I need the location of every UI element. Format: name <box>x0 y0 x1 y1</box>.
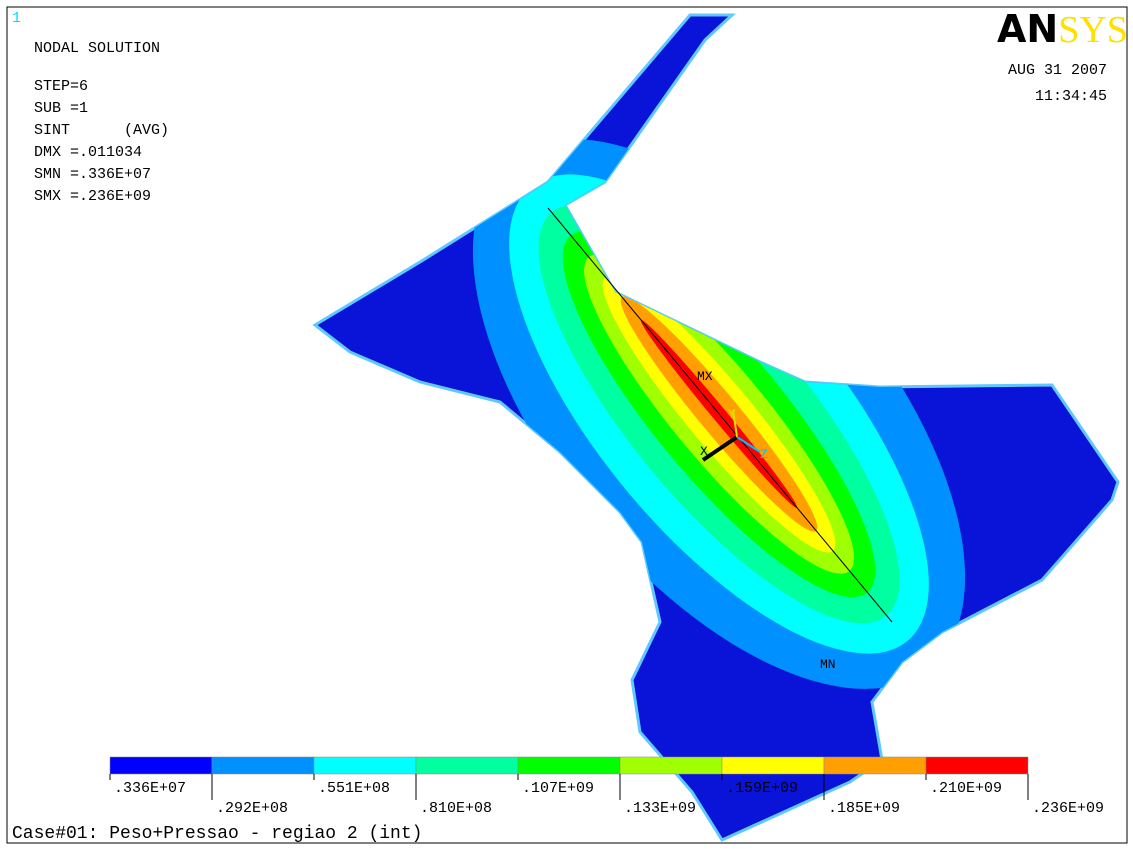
info-line: SMN =.336E+07 <box>34 166 151 183</box>
window-number: 1 <box>12 10 21 27</box>
max-marker: MX <box>697 369 713 384</box>
min-marker: MN <box>820 657 836 672</box>
info-line: STEP=6 <box>34 78 88 95</box>
legend-label: .236E+09 <box>1032 800 1104 817</box>
legend-swatch <box>518 757 620 774</box>
legend-label: .133E+09 <box>624 800 696 817</box>
time: 11:34:45 <box>1035 88 1107 105</box>
legend-label: .292E+08 <box>216 800 288 817</box>
info-line: SUB =1 <box>34 100 88 117</box>
legend-swatch <box>314 757 416 774</box>
ansys-window: 1 NODAL SOLUTION STEP=6 SUB =1 SINT (AVG) D… <box>0 0 1133 849</box>
info-line: SINT (AVG) <box>34 122 169 139</box>
legend-label: .185E+09 <box>828 800 900 817</box>
legend-swatch <box>824 757 926 774</box>
ansys-logo: ANSYS <box>997 7 1128 51</box>
info-line: DMX =.011034 <box>34 144 142 161</box>
triad-x: X <box>700 444 708 459</box>
legend-label: .159E+09 <box>726 780 798 797</box>
legend-label: .210E+09 <box>930 780 1002 797</box>
triad-y: Y <box>728 407 736 422</box>
legend-label: .336E+07 <box>114 780 186 797</box>
legend-label: .810E+08 <box>420 800 492 817</box>
date: AUG 31 2007 <box>1008 62 1107 79</box>
legend-label: .107E+09 <box>522 780 594 797</box>
legend-swatch <box>110 757 212 774</box>
result-title: NODAL SOLUTION <box>34 40 160 57</box>
logo-prefix: AN <box>997 7 1058 51</box>
legend-label: .551E+08 <box>318 780 390 797</box>
info-line: SMX =.236E+09 <box>34 188 151 205</box>
caption: Case#01: Peso+Pressao - regiao 2 (int) <box>12 824 422 844</box>
legend-swatch <box>722 757 824 774</box>
legend-swatch <box>212 757 314 774</box>
legend-swatch <box>926 757 1028 774</box>
legend-swatch <box>620 757 722 774</box>
logo-suffix: SYS <box>1058 9 1128 51</box>
legend-swatch <box>416 757 518 774</box>
triad-z: Z <box>760 447 768 462</box>
